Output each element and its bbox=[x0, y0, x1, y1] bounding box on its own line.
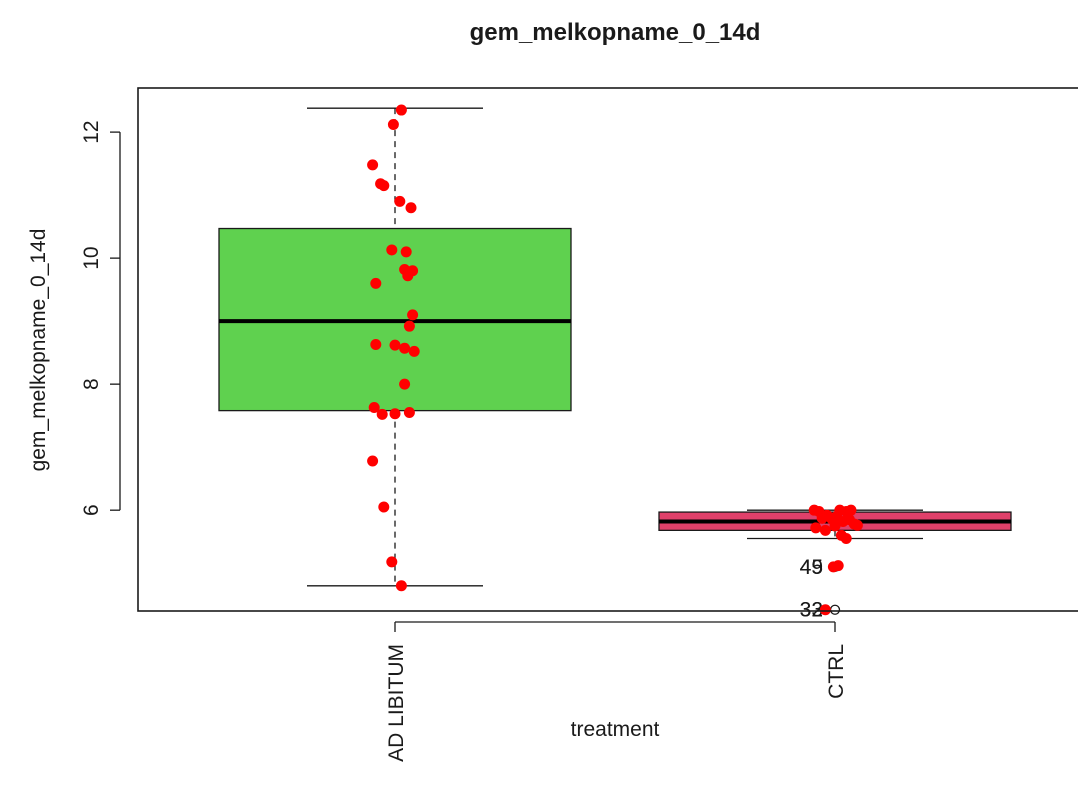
data-point bbox=[386, 556, 398, 568]
plot-frame bbox=[137, 87, 1078, 612]
data-point bbox=[394, 195, 406, 207]
data-point bbox=[389, 408, 401, 420]
data-point bbox=[399, 378, 411, 390]
data-point bbox=[829, 520, 841, 532]
outlier-label: 45 bbox=[800, 556, 823, 579]
x-axis: AD LIBITUM CTRL bbox=[385, 621, 848, 762]
y-axis: 6 8 10 12 bbox=[80, 120, 121, 516]
data-point bbox=[367, 455, 379, 467]
y-tick-label: 6 bbox=[80, 504, 103, 516]
data-point bbox=[378, 180, 390, 192]
x-axis-title: treatment bbox=[571, 718, 660, 741]
data-point bbox=[403, 407, 415, 419]
data-point bbox=[367, 159, 379, 171]
data-point bbox=[395, 580, 407, 592]
y-tick-label: 8 bbox=[80, 378, 103, 390]
data-point bbox=[399, 342, 411, 354]
data-point bbox=[400, 246, 412, 258]
data-point bbox=[402, 270, 414, 282]
data-point bbox=[407, 309, 419, 321]
data-point bbox=[387, 119, 399, 131]
data-point bbox=[819, 524, 831, 536]
outlier-point bbox=[829, 604, 841, 615]
data-point bbox=[395, 104, 407, 116]
data-point bbox=[810, 522, 822, 534]
y-tick-label: 10 bbox=[80, 246, 103, 269]
data-point bbox=[408, 345, 420, 357]
data-point bbox=[368, 401, 380, 413]
chart-title: gem_melkopname_0_14d bbox=[470, 19, 761, 46]
y-axis-title: gem_melkopname_0_14d bbox=[27, 229, 50, 472]
data-point bbox=[386, 244, 398, 256]
data-point bbox=[832, 560, 844, 572]
y-tick-label: 12 bbox=[80, 120, 103, 143]
x-tick-label: CTRL bbox=[825, 644, 848, 699]
data-point bbox=[370, 277, 382, 289]
data-point bbox=[378, 501, 390, 513]
outlier-label: 49 bbox=[800, 556, 823, 579]
x-tick-label: AD LIBITUM bbox=[385, 644, 408, 762]
data-point bbox=[376, 408, 388, 420]
data-point bbox=[816, 512, 828, 524]
data-point bbox=[403, 320, 415, 332]
data-point bbox=[851, 519, 863, 531]
box-group bbox=[218, 107, 572, 587]
data-point bbox=[819, 604, 831, 616]
data-point bbox=[405, 202, 417, 214]
data-point bbox=[389, 339, 401, 351]
data-point bbox=[845, 504, 857, 516]
data-point bbox=[370, 338, 382, 350]
data-point bbox=[840, 533, 852, 545]
